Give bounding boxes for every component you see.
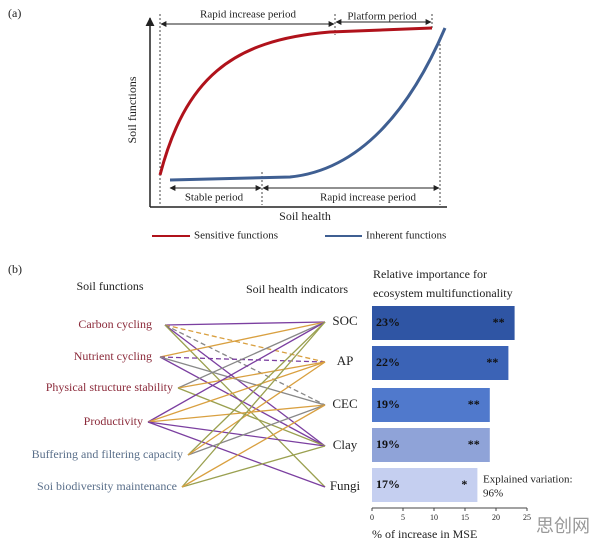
category-label: Clay — [333, 437, 358, 452]
value-label: 19% — [376, 437, 400, 451]
x-tick-label: 15 — [461, 513, 469, 522]
period-label: Rapid increase period — [200, 9, 296, 21]
value-label: 23% — [376, 315, 400, 329]
period-label: Platform period — [347, 11, 417, 23]
x-tick-label: 0 — [370, 513, 374, 522]
bar — [372, 468, 478, 502]
bar — [372, 346, 509, 380]
chart-title: ecosystem multifunctionality — [373, 286, 513, 300]
period-label: Rapid increase period — [320, 192, 416, 204]
column-title: Soil functions — [76, 279, 143, 293]
sensitive-curve — [158, 26, 433, 176]
annotation: 96% — [483, 488, 503, 500]
x-tick-label: 5 — [401, 513, 405, 522]
legend-label: Sensitive functions — [194, 230, 278, 242]
bar — [372, 388, 490, 422]
function-label: Nutrient cycling — [74, 349, 152, 363]
category-label: AP — [337, 353, 354, 368]
function-label: Physical structure stability — [46, 380, 173, 394]
panel-label: (a) — [8, 6, 21, 20]
significance: ** — [468, 397, 480, 411]
significance: * — [461, 477, 467, 491]
function-label: Soi biodiversity maintenance — [37, 479, 177, 493]
x-tick-label: 10 — [430, 513, 438, 522]
function-label: Buffering and filtering capacity — [32, 447, 183, 461]
significance: ** — [468, 437, 480, 451]
bar — [372, 428, 490, 462]
function-label: Carbon cycling — [78, 317, 152, 331]
links — [147, 321, 326, 488]
watermark: 思创网 — [536, 516, 590, 537]
value-label: 19% — [376, 397, 400, 411]
category-label: SOC — [332, 313, 357, 328]
x-tick-label: 25 — [523, 513, 531, 522]
chart-title: Relative importance for — [373, 267, 487, 281]
function-label: Productivity — [84, 414, 143, 428]
y-axis-label: Soil functions — [125, 76, 139, 143]
x-tick-label: 20 — [492, 513, 500, 522]
x-axis-label: Soil health — [279, 209, 331, 223]
value-label: 22% — [376, 355, 400, 369]
period-label: Stable period — [185, 192, 244, 204]
significance: ** — [486, 355, 498, 369]
annotation: Explained variation: — [483, 474, 573, 486]
x-axis-label: % of increase in MSE — [372, 527, 477, 541]
column-title: Soil health indicators — [246, 282, 348, 296]
period-arrows — [160, 19, 440, 191]
bar — [372, 306, 515, 340]
inherent-curve — [169, 27, 447, 182]
panel-label: (b) — [8, 262, 22, 276]
value-label: 17% — [376, 477, 400, 491]
legend-label: Inherent functions — [366, 230, 446, 242]
category-label: Fungi — [330, 478, 361, 493]
significance: ** — [493, 315, 505, 329]
category-label: CEC — [332, 396, 357, 411]
